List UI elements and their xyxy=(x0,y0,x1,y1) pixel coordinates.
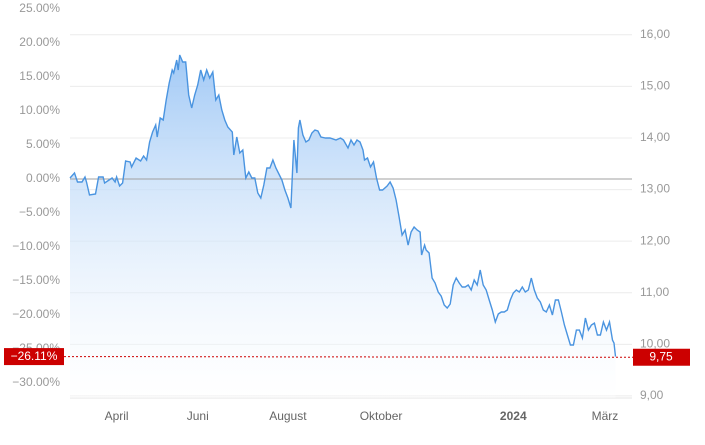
current-label: −26.11% xyxy=(11,349,58,363)
y-tick-label: −20.00% xyxy=(12,307,60,321)
price-line xyxy=(69,54,617,357)
y-tick-label: −5.00% xyxy=(19,205,60,219)
current-badge-right xyxy=(633,348,690,366)
y2-tick-label: 9,00 xyxy=(640,388,664,402)
y-tick-label: 0.00% xyxy=(26,171,60,185)
y2-tick-label: 12,00 xyxy=(640,233,670,247)
y2-tick-label: 10,00 xyxy=(640,337,670,351)
y-tick-label: −15.00% xyxy=(12,273,60,287)
y2-tick-label: 11,00 xyxy=(640,285,669,299)
y-tick-label: −30.00% xyxy=(12,375,60,389)
current-badge xyxy=(4,348,64,366)
y2-tick-label: 15,00 xyxy=(640,79,670,93)
x-tick-label: März xyxy=(592,409,619,423)
x-tick-label: Juni xyxy=(187,409,209,423)
x-tick-label: Oktober xyxy=(360,409,403,423)
area-fill xyxy=(70,55,616,398)
y-tick-label: 10.00% xyxy=(19,103,60,117)
y-tick-label: 5.00% xyxy=(26,137,60,151)
y-tick-label: 15.00% xyxy=(19,69,60,83)
x-tick-label: August xyxy=(269,409,307,423)
y-tick-label: −10.00% xyxy=(12,239,60,253)
x-tick-label: 2024 xyxy=(500,409,527,423)
y-tick-label: 20.00% xyxy=(19,35,60,49)
current-label-right: 9,75 xyxy=(649,349,673,363)
x-tick-label: April xyxy=(105,409,129,423)
y2-tick-label: 14,00 xyxy=(640,130,670,144)
y-tick-label: 25.00% xyxy=(19,1,60,15)
y2-tick-label: 13,00 xyxy=(640,182,670,196)
y2-tick-label: 16,00 xyxy=(640,27,670,41)
current-line xyxy=(63,356,634,358)
